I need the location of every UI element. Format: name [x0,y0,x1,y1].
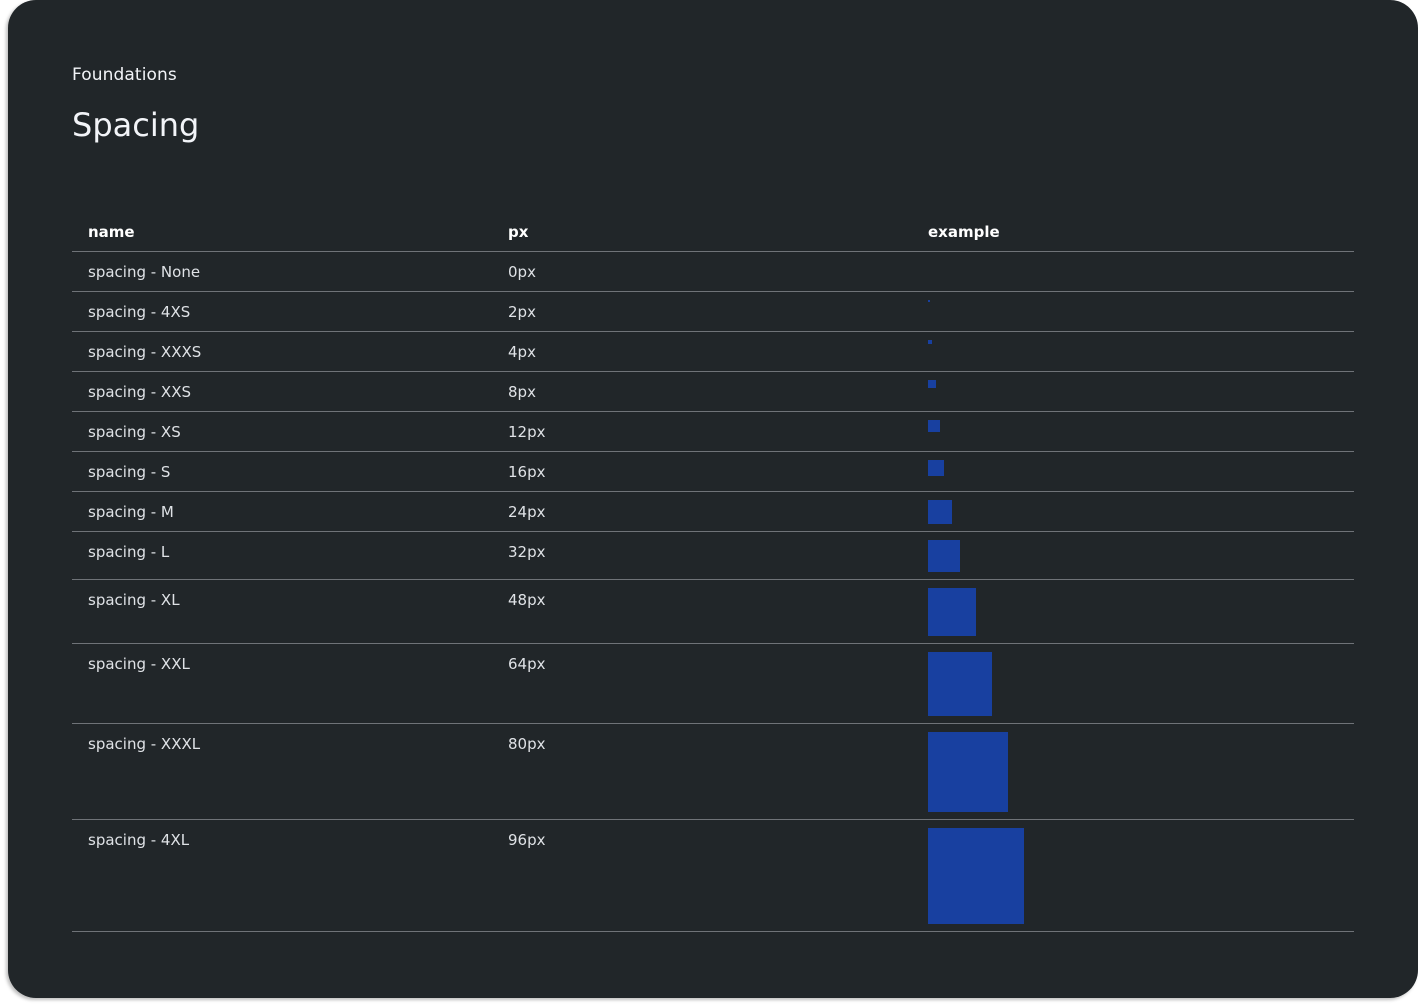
spacing-name-cell: spacing - M [88,503,174,521]
spacing-px-cell: 64px [508,655,546,673]
spacing-px-cell: 2px [508,303,536,321]
table-row: spacing - L 32px [72,532,1354,580]
spacing-name-cell: spacing - None [88,263,201,281]
table-row: spacing - 4XS 2px [72,292,1354,332]
table-row: spacing - 4XL 96px [72,820,1354,932]
spacing-example-swatch [928,500,952,524]
spacing-px-cell: 4px [508,343,536,361]
spacing-px-cell: 32px [508,543,546,561]
section-eyebrow: Foundations [72,65,177,85]
table-row: spacing - XS 12px [72,412,1354,452]
spacing-px-cell: 0px [508,263,536,281]
spacing-name-cell: spacing - L [88,543,170,561]
spacing-px-cell: 80px [508,735,546,753]
spacing-example-swatch [928,652,992,716]
table-row: spacing - XL 48px [72,580,1354,644]
column-header-px: px [508,223,529,241]
spacing-table: name px example spacing - None 0px spacing… [72,212,1354,932]
spacing-px-cell: 12px [508,423,546,441]
spacing-name-cell: spacing - 4XL [88,831,190,849]
spacing-name-cell: spacing - XL [88,591,180,609]
spacing-name-cell: spacing - 4XS [88,303,191,321]
spacing-name-cell: spacing - XXXS [88,343,202,361]
spacing-name-cell: spacing - XXS [88,383,191,401]
spacing-example-swatch [928,380,936,388]
table-row: spacing - M 24px [72,492,1354,532]
spacing-name-cell: spacing - XS [88,423,181,441]
spacing-example-swatch [928,732,1008,812]
table-row: spacing - XXS 8px [72,372,1354,412]
spacing-px-cell: 24px [508,503,546,521]
spacing-name-cell: spacing - S [88,463,171,481]
table-row: spacing - XXXL 80px [72,724,1354,820]
spacing-example-swatch [928,588,976,636]
spacing-example-swatch [928,340,932,344]
spacing-example-swatch [928,460,944,476]
spacing-card: Foundations Spacing name px example spac… [8,0,1418,998]
table-row: spacing - XXL 64px [72,644,1354,724]
spacing-px-cell: 16px [508,463,546,481]
spacing-px-cell: 96px [508,831,546,849]
spacing-example-swatch [928,420,940,432]
table-row: spacing - XXXS 4px [72,332,1354,372]
table-row: spacing - None 0px [72,252,1354,292]
spacing-name-cell: spacing - XXXL [88,735,201,753]
spacing-px-cell: 48px [508,591,546,609]
spacing-example-swatch [928,300,930,302]
table-row: spacing - S 16px [72,452,1354,492]
spacing-example-swatch [928,828,1024,924]
column-header-name: name [88,223,135,241]
page-title: Spacing [72,106,200,144]
column-header-example: example [928,223,1000,241]
table-header-row: name px example [72,212,1354,252]
spacing-example-swatch [928,540,960,572]
table-body: spacing - None 0px spacing - 4XS 2px spacing… [72,252,1354,932]
spacing-px-cell: 8px [508,383,536,401]
spacing-name-cell: spacing - XXL [88,655,190,673]
